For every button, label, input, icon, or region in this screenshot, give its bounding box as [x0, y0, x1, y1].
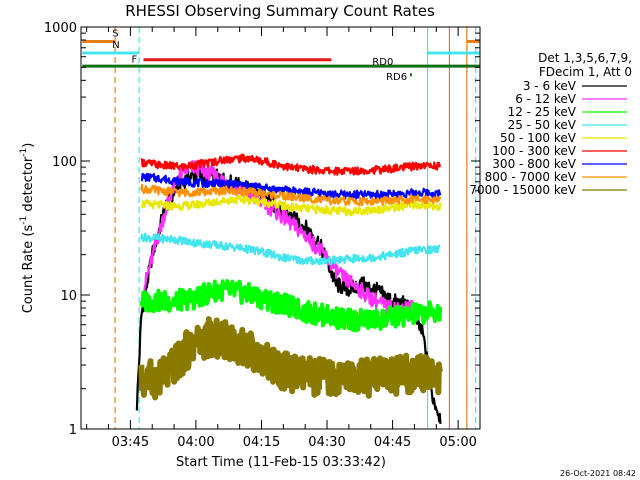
flag-label-s: S [112, 28, 118, 39]
y-axis-label: Count Rate (s-1 detector-1) [19, 143, 36, 314]
series-line-core [140, 194, 441, 217]
legend-label: 800 - 7000 keV [485, 170, 577, 184]
legend-label: 25 - 50 keV [508, 118, 577, 132]
series-300-800kev [140, 172, 442, 200]
flag-label-f: F [131, 55, 137, 66]
series-800-7000kev [140, 184, 442, 207]
series-line-core [140, 319, 441, 398]
series-100-300kev [140, 153, 442, 176]
legend-label: 50 - 100 keV [500, 131, 577, 145]
legend-label: 6 - 12 keV [515, 92, 577, 106]
legend-header-2: FDecim 1, Att 0 [539, 65, 632, 79]
series-line-core [141, 172, 441, 200]
legend: Det 1,3,5,6,7,9, FDecim 1, Att 0 3 - 6 k… [469, 51, 632, 197]
legend-label: 12 - 25 keV [508, 105, 577, 119]
legend-label: 300 - 800 keV [492, 157, 576, 171]
x-tick-label: 03:45 [112, 435, 149, 450]
plot-area [80, 26, 481, 430]
timestamp: 26-Oct-2021 08:42 [560, 469, 636, 478]
y-tick-label: 10 [60, 289, 77, 304]
series-12-25kev [139, 279, 443, 333]
series-line-core [140, 184, 441, 207]
series-25-50kev [140, 232, 441, 267]
y-axis-label-sup-1: -1 [19, 216, 29, 225]
series-7000-15000kev [138, 316, 444, 401]
x-tick-label: 04:15 [243, 435, 280, 450]
y-axis-label-part-1: Count Rate (s [21, 225, 36, 314]
y-tick-label: 100 [52, 155, 77, 170]
x-axis: 03:45 04:00 04:15 04:30 04:45 05:00 [86, 27, 481, 450]
x-tick-label: 04:00 [177, 435, 214, 450]
y-axis-label-part-2: detector [21, 156, 36, 216]
flag-label-rd0: RD0 [372, 57, 393, 68]
y-axis: 1 10 100 1000 [44, 21, 480, 438]
x-tick-label: 05:00 [439, 435, 476, 450]
legend-header-1: Det 1,3,5,6,7,9, [538, 51, 632, 65]
series-line-core [140, 154, 441, 176]
y-tick-label: 1000 [44, 21, 77, 36]
y-axis-label-part-3: ) [21, 143, 36, 148]
x-axis-label: Start Time (11-Feb-15 03:33:42) [176, 455, 386, 470]
series-line [140, 232, 441, 266]
x-tick-label: 04:30 [308, 435, 345, 450]
legend-label: 3 - 6 keV [523, 79, 577, 93]
svg-text:Count Rate (s-1 detector-1): Count Rate (s-1 detector-1) [19, 143, 36, 314]
y-axis-label-sup-2: -1 [19, 148, 29, 157]
series-line-core [140, 233, 441, 267]
flag-label-rd6: RD6 [386, 72, 407, 83]
series-line [138, 316, 444, 401]
flag-label-n: N [112, 40, 119, 51]
legend-label: 100 - 300 keV [492, 144, 576, 158]
series-line-core [140, 280, 441, 331]
chart-title: RHESSI Observing Summary Count Rates [125, 2, 435, 20]
series-50-100kev [140, 194, 442, 217]
y-tick-label: 1 [69, 423, 77, 438]
x-tick-label: 04:45 [374, 435, 411, 450]
legend-label: 7000 - 15000 keV [469, 183, 576, 197]
